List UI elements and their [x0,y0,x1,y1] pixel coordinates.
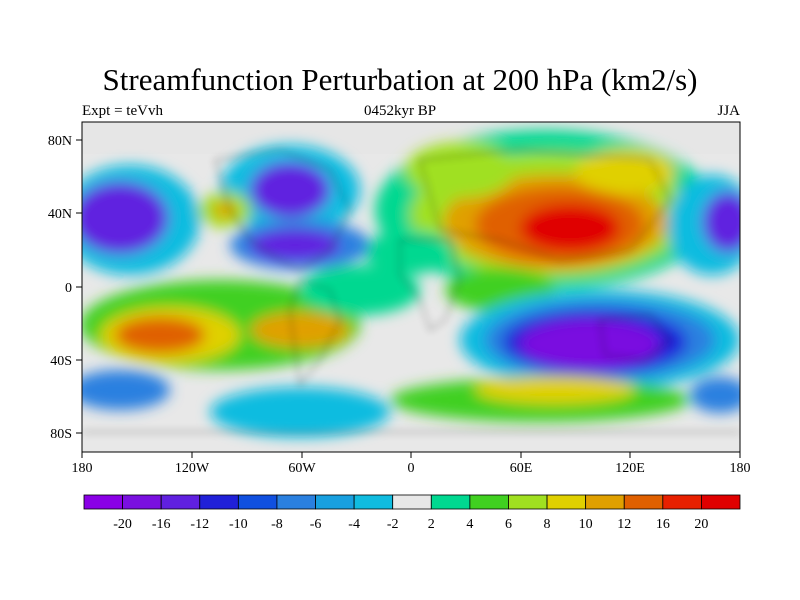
colorbar-label: 16 [656,517,670,532]
colorbar-swatch [469,494,509,510]
lon-label: 180 [72,461,93,476]
lat-label: 80S [50,427,72,442]
lat-label: 40N [48,207,72,222]
colorbar-swatch [392,494,432,510]
page-title: Streamfunction Perturbation at 200 hPa (… [102,62,698,97]
africa-coast [399,239,461,331]
east-antarctic-low [690,377,740,413]
africa-lobe [365,230,455,274]
australia-coast [599,314,671,361]
colorbar-swatch [237,494,278,510]
colorbar-label: -12 [190,517,209,532]
colorbar-swatch [83,494,123,510]
colorbar-label: 10 [579,517,593,532]
lon-label: 180 [730,461,751,476]
colorbar-label: -4 [348,517,360,532]
colorbar-swatch [701,494,741,510]
colorbar-label: -8 [271,517,283,532]
colorbar-labels: -20 -16 -12 -10 -8 -6 -4 -2 2 4 6 8 10 12 16 20 [113,517,708,532]
colorbar-label: 4 [466,517,473,532]
lon-label: 60E [510,461,533,476]
lon-tick-labels: 180 120W 60W 0 60E 120E 180 [72,461,751,476]
lon-label: 0 [408,461,415,476]
colorbar-label: 6 [505,517,512,532]
pacific-nw-core [213,202,237,218]
colorbar-label: -16 [152,517,171,532]
north-pacific-low-12 [82,182,168,254]
siberia-lobe [575,150,675,194]
north-america-coast [214,149,351,271]
colorbar-label: -10 [229,517,248,532]
colorbar-swatch [199,494,239,510]
axis-ticks [76,139,741,458]
south-pacific-ridge-16 [115,317,205,353]
colorbar [83,494,741,510]
colorbar-label: -2 [387,517,399,532]
south-america-coast [289,279,341,387]
colorbar-swatch [276,494,316,510]
time-label: 0452kyr BP [363,103,437,119]
field-layer [82,130,740,437]
colorbar-swatch [662,494,702,510]
colorbar-label: 20 [694,517,708,532]
lat-label: 40S [50,354,72,369]
eurasia-coast [419,149,671,261]
colorbar-swatch [160,494,201,510]
lon-label: 120W [175,461,210,476]
colorbar-swatch [585,494,625,510]
colorbar-swatch [430,494,471,510]
colorbar-swatch [315,494,355,510]
colorbar-label: -6 [310,517,322,532]
scandinavia-lobe [405,142,515,198]
atlantic-tongue [300,265,420,315]
lat-label: 0 [65,281,72,296]
lon-label: 60W [288,461,316,476]
australia-low-16 [520,319,660,369]
east-pacific-low-12 [703,192,740,252]
colorbar-swatch [546,494,587,510]
colorbar-swatch [353,494,394,510]
canada-low-12 [250,162,330,218]
lat-label: 80N [48,134,72,149]
colorbar-swatch [508,494,548,510]
lat-tick-labels: 80N 40N 0 40S 80S [48,134,72,442]
colorbar-label: -20 [113,517,132,532]
colorbar-label: 12 [617,517,631,532]
eurasia-high-20 [520,204,620,252]
us-low-12 [250,229,340,261]
coastline-layer [82,149,740,433]
colorbar-label: 8 [544,517,551,532]
colorbar-swatch [623,494,664,510]
colorbar-label: 2 [428,517,435,532]
experiment-label: Expt = teVvh [82,103,163,119]
west-antarctic-low [82,370,170,410]
colorbar-swatch [122,494,162,510]
southern-ocean-core [475,376,635,404]
season-label: JJA [717,103,740,119]
antarctic-low-4 [210,387,390,437]
lon-label: 120E [615,461,645,476]
south-america-ridge [250,312,350,348]
contour-field [82,122,740,452]
